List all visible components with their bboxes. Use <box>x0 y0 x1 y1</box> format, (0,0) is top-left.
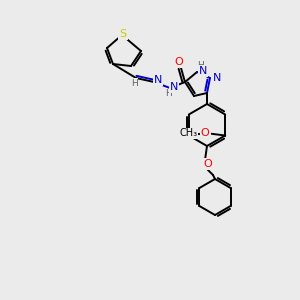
Text: N: N <box>213 73 221 83</box>
Text: N: N <box>199 66 207 76</box>
Text: H: H <box>196 61 203 70</box>
Text: H: H <box>130 79 137 88</box>
Text: O: O <box>204 159 212 169</box>
Text: O: O <box>201 128 210 137</box>
Text: N: N <box>170 82 178 92</box>
Text: O: O <box>175 57 183 67</box>
Text: N: N <box>154 75 162 85</box>
Text: H: H <box>165 89 171 98</box>
Text: S: S <box>119 29 127 39</box>
Text: CH₃: CH₃ <box>179 128 197 139</box>
